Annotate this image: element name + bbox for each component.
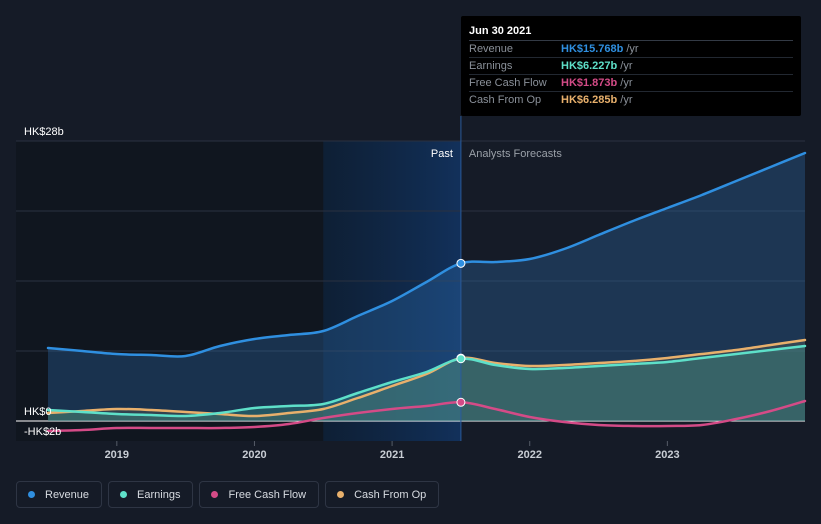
free-cash-flow-line [46, 399, 807, 433]
revenue-line [46, 151, 807, 358]
hover-markers [456, 258, 466, 407]
legend: Revenue Earnings Free Cash Flow Cash Fro… [16, 481, 440, 508]
legend-item-revenue[interactable]: Revenue [16, 481, 103, 508]
gridlines [16, 140, 805, 422]
earnings-marker [456, 354, 466, 364]
tooltip-value: HK$15.768b/yr [561, 43, 639, 55]
legend-item-cash-from-op[interactable]: Cash From Op [325, 481, 440, 508]
legend-label: Cash From Op [354, 488, 427, 501]
x-tick-label: 2020 [242, 449, 266, 461]
tooltip-value: HK$1.873b/yr [561, 77, 633, 89]
tooltip: Jun 30 2021 Revenue HK$15.768b/yr Earnin… [461, 16, 801, 116]
legend-item-free-cash-flow[interactable]: Free Cash Flow [199, 481, 320, 508]
y-tick-label: HK$28b [24, 126, 64, 138]
y-axis-labels: HK$28b HK$0 -HK$2b [24, 126, 64, 438]
past-label: Past [431, 148, 453, 160]
tooltip-divider [469, 40, 793, 41]
tooltip-value: HK$6.227b/yr [561, 60, 633, 72]
tooltip-label: Revenue [469, 43, 514, 55]
earnings-line [46, 344, 807, 418]
legend-label: Earnings [137, 488, 181, 501]
legend-label: Revenue [45, 488, 90, 501]
highlight-region [323, 141, 461, 441]
tooltip-row-cash-from-op: Cash From Op HK$6.285b/yr [469, 91, 793, 108]
earnings-area [48, 346, 805, 421]
tooltip-date: Jun 30 2021 [469, 25, 532, 37]
x-tick-label: 2019 [105, 449, 129, 461]
tooltip-label: Earnings [469, 60, 513, 72]
x-tick-label: 2021 [380, 449, 404, 461]
legend-item-earnings[interactable]: Earnings [108, 481, 194, 508]
earnings-dot-icon [120, 491, 128, 498]
free-cash-flow-marker [456, 397, 466, 407]
tooltip-label: Free Cash Flow [469, 77, 547, 89]
tooltip-row-revenue: Revenue HK$15.768b/yr [469, 40, 793, 58]
y-tick-label: -HK$2b [24, 426, 61, 438]
series-lines [46, 151, 807, 433]
tooltip-row-earnings: Earnings HK$6.227b/yr [469, 57, 793, 75]
x-tick-label: 2022 [517, 449, 541, 461]
revenue-marker [456, 258, 466, 268]
cash-from-op-line [46, 338, 807, 418]
revenue-area [48, 153, 805, 421]
x-axis-labels: 2019 2020 2021 2022 2023 [105, 441, 680, 461]
cash-from-op-dot-icon [337, 491, 345, 498]
tooltip-value: HK$6.285b/yr [561, 94, 633, 106]
legend-label: Free Cash Flow [228, 488, 307, 501]
forecast-label: Analysts Forecasts [469, 148, 562, 160]
series-areas [48, 153, 805, 421]
cash-from-op-area [48, 340, 805, 421]
tooltip-row-free-cash-flow: Free Cash Flow HK$1.873b/yr [469, 74, 793, 92]
x-tick-label: 2023 [655, 449, 679, 461]
free-cash-flow-dot-icon [211, 491, 219, 498]
tooltip-label: Cash From Op [469, 94, 542, 106]
y-tick-label: HK$0 [24, 406, 52, 418]
revenue-dot-icon [28, 491, 35, 498]
